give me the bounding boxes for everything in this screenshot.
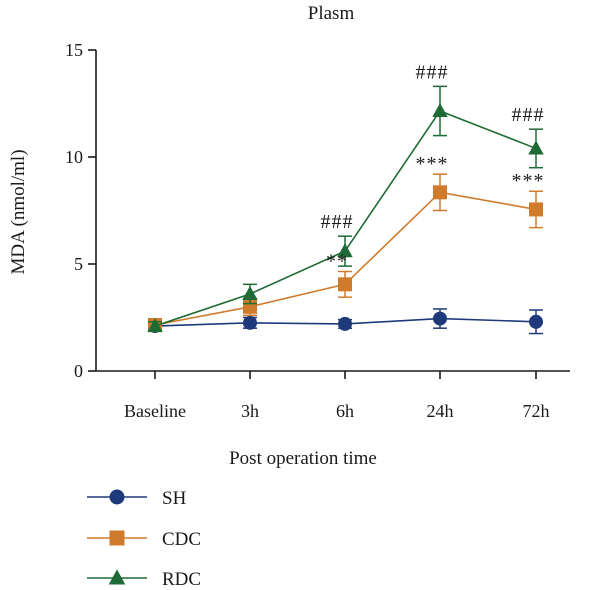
- data-point: [242, 285, 258, 300]
- data-point: [147, 318, 163, 333]
- legend-item-cdc: CDC: [87, 529, 201, 550]
- data-point: [433, 185, 447, 200]
- x-tick-label: 72h: [523, 401, 550, 421]
- legend-marker: [109, 489, 125, 505]
- x-axis-label: Post operation time: [229, 448, 377, 469]
- legend-marker: [108, 569, 126, 585]
- legend-label: CDC: [162, 529, 201, 550]
- y-tick-label: 15: [65, 40, 83, 60]
- series-layer: [147, 85, 544, 335]
- y-tick-label: 0: [74, 361, 83, 381]
- legend: SH CDC RDC: [87, 488, 201, 590]
- significance-label: **: [326, 250, 348, 272]
- legend-label: RDC: [162, 569, 201, 590]
- data-point: [529, 202, 543, 217]
- y-tick-label: 10: [65, 147, 83, 167]
- y-axis-label: MDA (nmol/ml): [8, 149, 29, 274]
- significance-label: ###: [321, 211, 354, 233]
- data-point: [432, 102, 448, 118]
- legend-label: SH: [162, 488, 187, 509]
- data-point: [433, 311, 447, 326]
- data-point: [338, 277, 352, 292]
- annotation-layer: ********#########: [321, 61, 545, 272]
- x-tick-label: 24h: [427, 401, 454, 421]
- series-sh: [148, 308, 543, 335]
- data-point: [243, 315, 257, 330]
- significance-label: ###: [416, 61, 449, 83]
- data-point: [337, 243, 353, 258]
- legend-item-rdc: RDC: [87, 569, 201, 590]
- significance-label: ###: [512, 104, 545, 126]
- data-point: [528, 140, 544, 155]
- series-rdc: [147, 85, 544, 333]
- x-tick-label: 3h: [241, 401, 259, 421]
- axes: 0 5 10 15 Baseline 3h 6h 24h 72h: [65, 40, 570, 421]
- y-tick-label: 5: [74, 254, 83, 274]
- data-point: [338, 316, 352, 331]
- x-tick-label: Baseline: [124, 401, 186, 421]
- legend-marker: [109, 530, 125, 546]
- significance-label: ***: [512, 170, 545, 192]
- legend-item-sh: SH: [87, 488, 187, 509]
- data-point: [529, 314, 543, 329]
- significance-label: ***: [416, 153, 449, 175]
- x-tick-label: 6h: [336, 401, 354, 421]
- chart-title: Plasm: [308, 3, 355, 24]
